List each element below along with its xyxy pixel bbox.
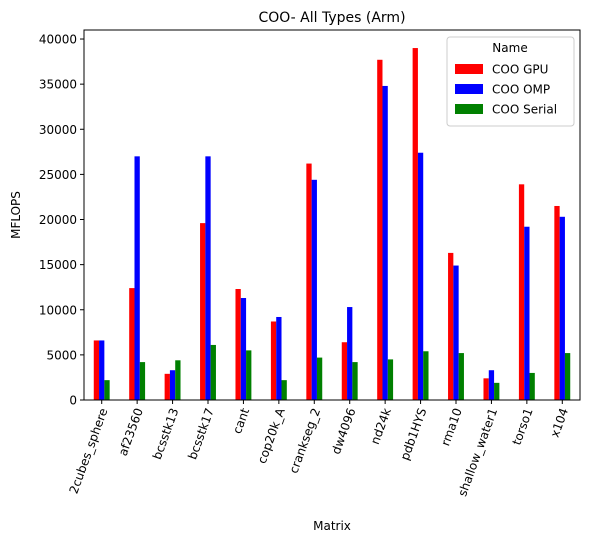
x-tick-label: bcsstk13 [150,406,182,461]
bar [518,184,525,400]
chart-title: COO- All Types (Arm) [258,10,405,26]
legend: Name COO GPU COO OMP COO Serial [446,36,575,127]
legend-swatch [455,84,483,94]
bar [240,298,247,400]
x-tick-label: cop20k_A [255,405,288,465]
bar [529,372,535,400]
bar [494,382,500,400]
y-tick-label: 5000 [46,348,77,362]
legend-label: COO GPU [492,63,548,77]
bar [235,289,241,400]
bar [246,350,252,400]
bar [352,362,358,400]
x-tick-label: crankseg_2 [287,406,324,475]
y-tick-label: 15000 [39,258,77,272]
x-tick-label: shallow_water1 [455,406,500,498]
x-tick-label: cant [230,406,252,436]
x-axis-label: Matrix [313,519,351,533]
x-tick-label: bcsstk17 [185,406,217,461]
y-axis-label: MFLOPS [9,191,23,239]
bar [200,223,206,400]
y-tick-label: 35000 [39,78,77,92]
bar [129,288,135,400]
x-tick-label: rma10 [438,406,465,447]
x-axis: 2cubes_sphere af23560 bcsstk13 bcsstk17 cant… [67,400,571,498]
bar [175,360,181,400]
bar [316,357,323,400]
bar [387,359,394,400]
y-tick-label: 25000 [39,168,77,182]
bar [412,48,418,401]
bar [564,353,571,400]
y-tick-label: 10000 [39,303,77,317]
bar [448,252,454,400]
bar [483,378,489,400]
bar [104,380,110,400]
legend-box [446,36,575,127]
y-tick-label: 20000 [39,213,77,227]
y-tick-label: 0 [69,394,77,408]
bar [554,205,560,400]
x-tick-label: 2cubes_sphere [67,406,111,495]
bar [524,226,530,400]
y-tick-label: 30000 [39,123,77,137]
legend-swatch [455,104,483,114]
bar [134,156,140,400]
legend-label: COO OMP [492,83,550,97]
bar [417,152,424,400]
x-tick-label: nd24k [368,406,394,446]
bar [382,85,388,400]
bar [488,370,495,400]
bar [270,321,277,400]
bar [377,59,383,400]
bar [311,179,317,400]
bar [164,373,170,400]
bar [341,342,348,400]
bar [276,316,282,400]
bar [559,216,565,400]
x-tick-label: dw4096 [329,406,359,456]
x-tick-label: x104 [548,406,571,439]
x-tick-label: torso1 [509,406,535,447]
legend-title: Name [492,41,527,55]
bar [205,156,211,400]
bar [281,380,287,400]
y-axis: 0 5000 10000 15000 20000 25000 30000 35000 40000 [39,33,84,408]
plot-frame [83,29,581,401]
bar [347,307,353,400]
legend-swatch [455,64,483,74]
legend-label: COO Serial [492,103,557,117]
bar [453,265,459,400]
bar [458,353,464,400]
bar [99,340,105,400]
bar [423,351,429,400]
bars [93,48,571,401]
bar [93,340,100,400]
x-tick-label: af23560 [116,406,146,458]
bar [169,370,176,400]
bar [210,344,216,400]
bar [306,163,312,400]
x-tick-label: pdb1HYS [398,406,430,462]
bar [139,362,146,400]
y-tick-label: 40000 [39,33,77,47]
